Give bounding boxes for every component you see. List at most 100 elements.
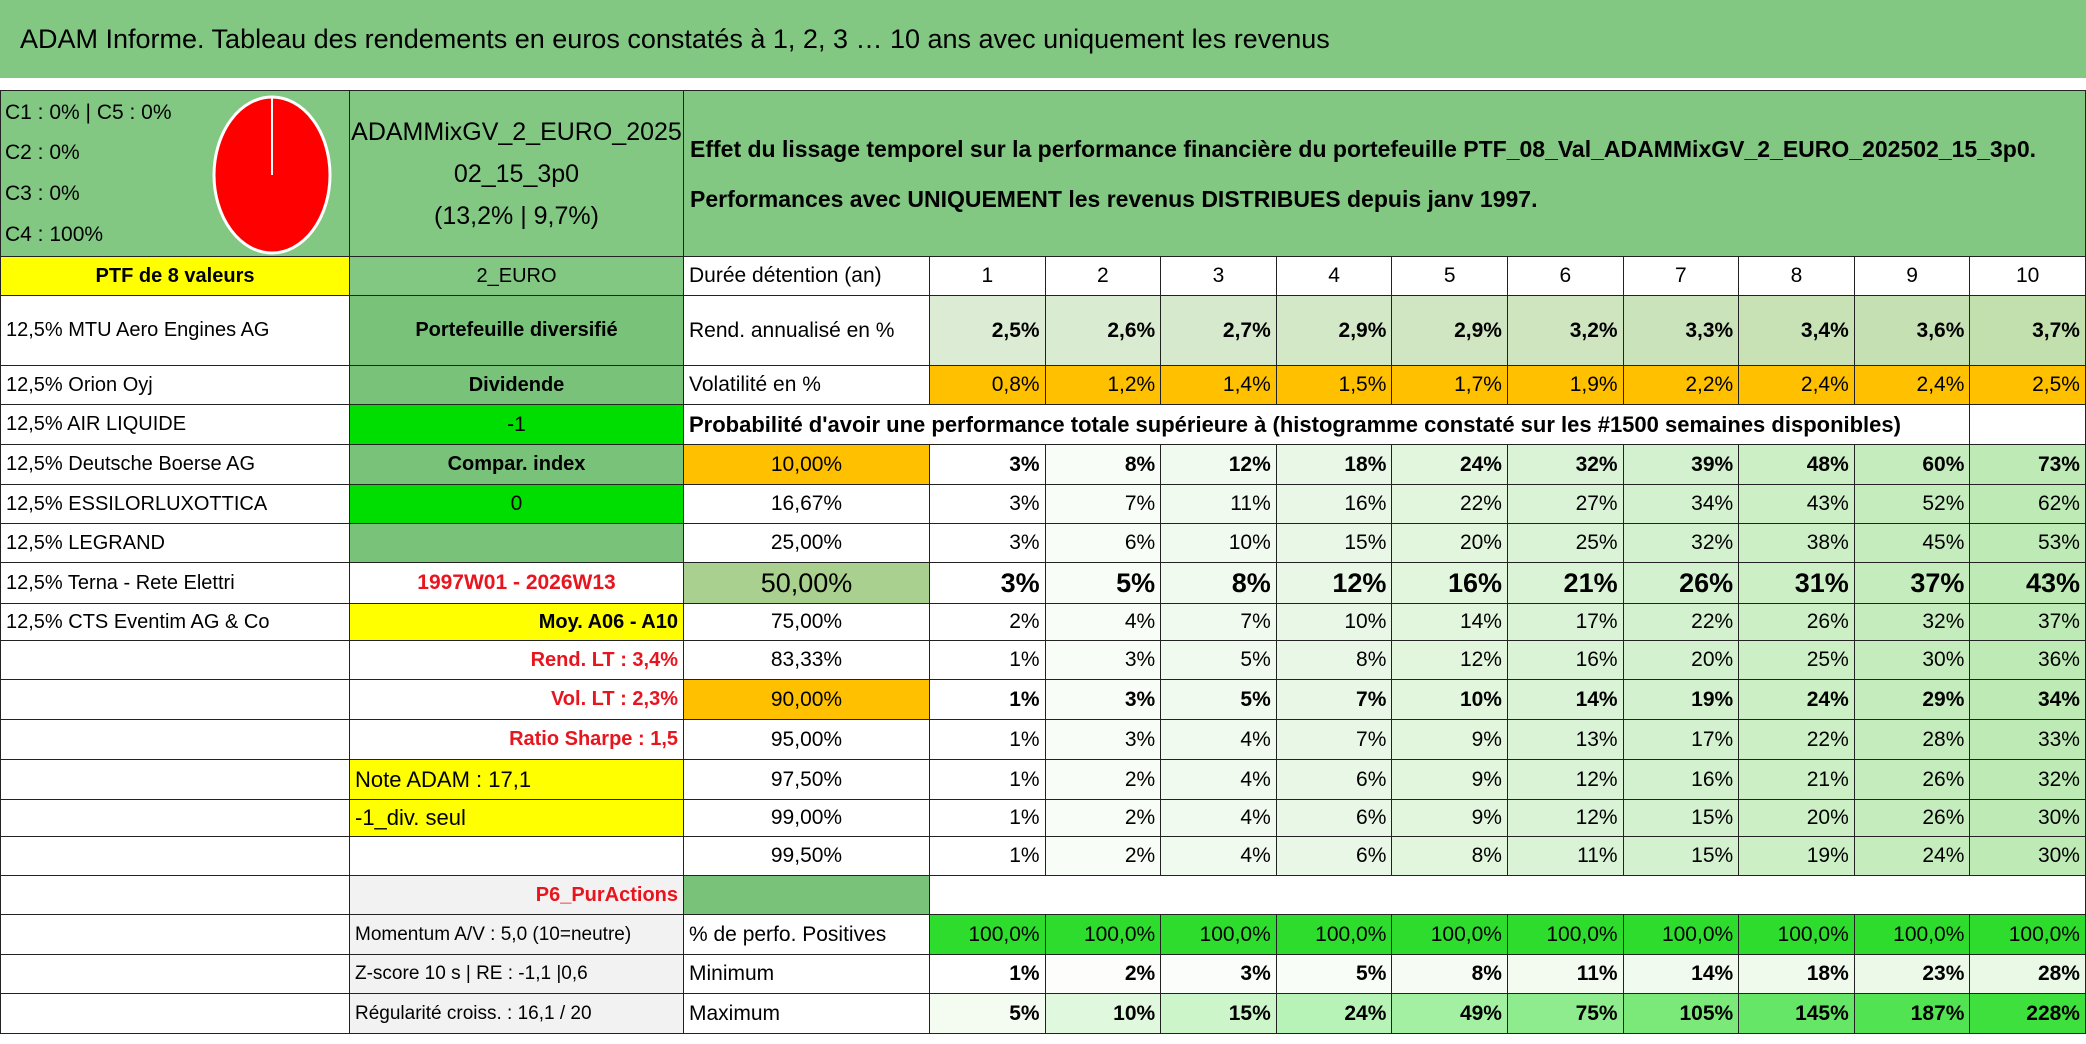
cell: 1,5%: [1276, 366, 1393, 405]
description-block: Effet du lissage temporel sur la perform…: [684, 90, 2086, 257]
cell: 97,50%: [684, 760, 930, 800]
cell: 24%: [1392, 445, 1508, 485]
cell: 90,00%: [684, 680, 930, 720]
cell: 2%: [930, 604, 1046, 641]
cell: 16%: [1392, 563, 1508, 604]
cell: 12%: [1508, 760, 1624, 800]
cell: -1: [350, 405, 684, 445]
cell: [0, 720, 350, 760]
cell: 1%: [930, 760, 1046, 800]
cell: PTF de 8 valeurs: [0, 257, 350, 296]
cell: 22%: [1623, 604, 1740, 641]
cell: 3%: [930, 563, 1046, 604]
cell: 22%: [1392, 485, 1508, 524]
cell: Rend. annualisé en %: [684, 296, 930, 366]
cell: 16%: [1623, 760, 1740, 800]
cell: 10,00%: [684, 445, 930, 485]
cell: 32%: [1623, 524, 1740, 563]
description-line: Effet du lissage temporel sur la perform…: [690, 135, 2037, 162]
cell: 3%: [930, 485, 1046, 524]
cell: 2,7%: [1161, 296, 1277, 366]
cell: 19%: [1623, 680, 1740, 720]
cell: 14%: [1392, 604, 1508, 641]
cell: 100,0%: [1970, 915, 2086, 955]
cell: 1%: [930, 720, 1046, 760]
cell: 187%: [1854, 994, 1971, 1034]
cell: 1,7%: [1392, 366, 1508, 405]
cell: 5%: [930, 994, 1046, 1034]
cell: 62%: [1970, 485, 2086, 524]
cell: 15%: [1161, 994, 1277, 1034]
cell: 25%: [1739, 641, 1855, 680]
cell: 3%: [1045, 680, 1162, 720]
cell: Moy. A06 - A10: [350, 604, 684, 641]
cell: 12,5% Orion Oyj: [0, 366, 350, 405]
cell: 24%: [1854, 837, 1971, 876]
cell: 12,5% CTS Eventim AG & Co: [0, 604, 350, 641]
cell: 6%: [1045, 524, 1162, 563]
cell: Note ADAM : 17,1: [350, 760, 684, 800]
cell: 2%: [1045, 837, 1162, 876]
cell: 3%: [930, 445, 1046, 485]
cell: 5%: [1045, 563, 1162, 604]
legend-line: C4 : 100%: [5, 223, 104, 246]
cell: 12,5% ESSILORLUXOTTICA: [0, 485, 350, 524]
cell: 99,00%: [684, 800, 930, 837]
cell: 7%: [1276, 680, 1393, 720]
cell: 5: [1392, 257, 1508, 296]
cell: 18%: [1276, 445, 1393, 485]
cell: 1997W01 - 2026W13: [350, 563, 684, 604]
cell: 100,0%: [930, 915, 1046, 955]
cell: 3,7%: [1970, 296, 2086, 366]
cell: 75%: [1508, 994, 1624, 1034]
cell: 3,3%: [1623, 296, 1740, 366]
cell: 20%: [1392, 524, 1508, 563]
cell: Portefeuille diversifié: [350, 296, 684, 366]
cell: 100,0%: [1508, 915, 1624, 955]
cell: 37%: [1970, 604, 2086, 641]
cell: 28%: [1970, 955, 2086, 994]
cell: 8%: [1392, 837, 1508, 876]
cell: [1970, 405, 2086, 445]
cell: 8%: [1392, 955, 1508, 994]
cell: 3%: [1045, 641, 1162, 680]
cell: 8: [1739, 257, 1855, 296]
cell: 12,5% Terna - Rete Elettri: [0, 563, 350, 604]
cell: 2,9%: [1276, 296, 1393, 366]
cell: 6: [1508, 257, 1624, 296]
cell: 14%: [1623, 955, 1740, 994]
pie: [212, 95, 332, 255]
cell: 2_EURO: [350, 257, 684, 296]
cell: 21%: [1739, 760, 1855, 800]
cell: 0,8%: [930, 366, 1046, 405]
cell: Probabilité d'avoir une performance tota…: [684, 405, 1971, 445]
portfolio-line: ADAMMixGV_2_EURO_2025: [351, 117, 682, 146]
cell: 4%: [1161, 800, 1277, 837]
cell: 32%: [1970, 760, 2086, 800]
cell: [350, 524, 684, 563]
cell: 2%: [1045, 760, 1162, 800]
cell: 11%: [1508, 955, 1624, 994]
cell: Rend. LT : 3,4%: [350, 641, 684, 680]
cell: 1%: [930, 680, 1046, 720]
cell: 73%: [1970, 445, 2086, 485]
cell: 49%: [1392, 994, 1508, 1034]
cell: [0, 876, 350, 915]
cell: 43%: [1739, 485, 1855, 524]
cell: 100,0%: [1276, 915, 1393, 955]
cell: 1%: [930, 837, 1046, 876]
cell: Ratio Sharpe : 1,5: [350, 720, 684, 760]
cell: 17%: [1508, 604, 1624, 641]
cell: 30%: [1854, 641, 1971, 680]
cell: 3: [1161, 257, 1277, 296]
cell: [0, 915, 350, 955]
cell: 100,0%: [1392, 915, 1508, 955]
cell: 1%: [930, 641, 1046, 680]
cell: 3%: [1161, 955, 1277, 994]
cell: 19%: [1739, 837, 1855, 876]
cell: 6%: [1276, 800, 1393, 837]
cell: 15%: [1623, 800, 1740, 837]
cell: 37%: [1854, 563, 1971, 604]
cell: 9%: [1392, 720, 1508, 760]
cell: 16%: [1508, 641, 1624, 680]
